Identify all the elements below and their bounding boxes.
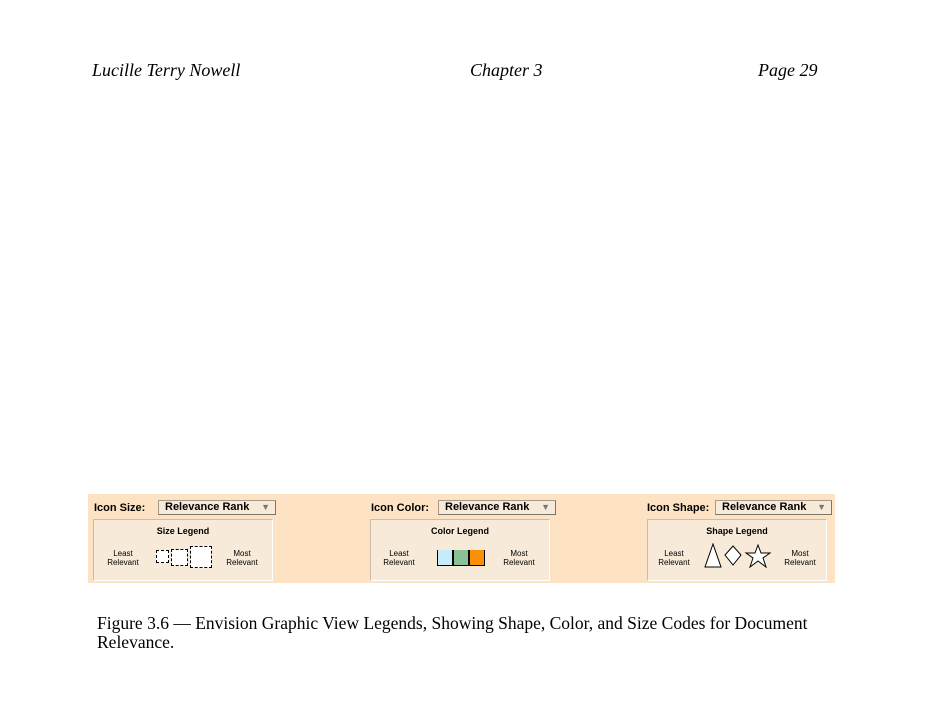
header-author: Lucille Terry Nowell bbox=[92, 60, 241, 80]
color-most-label: Most Relevant bbox=[503, 549, 535, 567]
icon-shape-label: Icon Shape: bbox=[647, 502, 710, 514]
dropdown-value: Relevance Rank bbox=[722, 501, 807, 513]
triangle-icon bbox=[704, 543, 722, 568]
dropdown-arrow-icon: ▼ bbox=[541, 502, 550, 512]
star-icon bbox=[744, 543, 772, 569]
header-page: Page 29 bbox=[758, 60, 818, 80]
icon-color-label: Icon Color: bbox=[371, 502, 430, 514]
icon-size-label: Icon Size: bbox=[94, 502, 146, 514]
color-least-label: Least Relevant bbox=[383, 549, 415, 567]
small-square-icon bbox=[156, 550, 169, 563]
icon-color-dropdown[interactable]: Relevance Rank ▼ bbox=[438, 500, 556, 515]
color-legend-title: Color Legend bbox=[431, 526, 489, 536]
figure-caption: Figure 3.6 — Envision Graphic View Legen… bbox=[97, 613, 808, 652]
color-swatch-mid bbox=[453, 550, 469, 566]
dropdown-value: Relevance Rank bbox=[445, 501, 530, 513]
color-swatch-least bbox=[437, 550, 453, 566]
dropdown-arrow-icon: ▼ bbox=[817, 502, 826, 512]
size-legend-panel: Size Legend Least Relevant Most Relevant bbox=[93, 519, 273, 581]
size-legend-title: Size Legend bbox=[156, 526, 210, 536]
shape-legend-panel: Shape Legend Least Relevant Most Relevan… bbox=[647, 519, 827, 581]
shape-legend-title: Shape Legend bbox=[706, 526, 768, 536]
size-most-label: Most Relevant bbox=[226, 549, 258, 567]
size-least-label: Least Relevant bbox=[107, 549, 139, 567]
shape-least-label: Least Relevant bbox=[658, 549, 690, 567]
dropdown-value: Relevance Rank bbox=[165, 501, 250, 513]
color-swatch-most bbox=[469, 550, 485, 566]
legend-figure: Icon Size: Relevance Rank ▼ Size Legend L… bbox=[88, 494, 835, 583]
large-square-icon bbox=[190, 546, 212, 568]
color-legend-panel: Color Legend Least Relevant Most Relevan… bbox=[370, 519, 550, 581]
diamond-icon bbox=[724, 545, 742, 566]
header-chapter: Chapter 3 bbox=[470, 60, 543, 80]
icon-size-dropdown[interactable]: Relevance Rank ▼ bbox=[158, 500, 276, 515]
medium-square-icon bbox=[171, 549, 188, 566]
dropdown-arrow-icon: ▼ bbox=[261, 502, 270, 512]
icon-shape-dropdown[interactable]: Relevance Rank ▼ bbox=[715, 500, 832, 515]
shape-most-label: Most Relevant bbox=[784, 549, 816, 567]
